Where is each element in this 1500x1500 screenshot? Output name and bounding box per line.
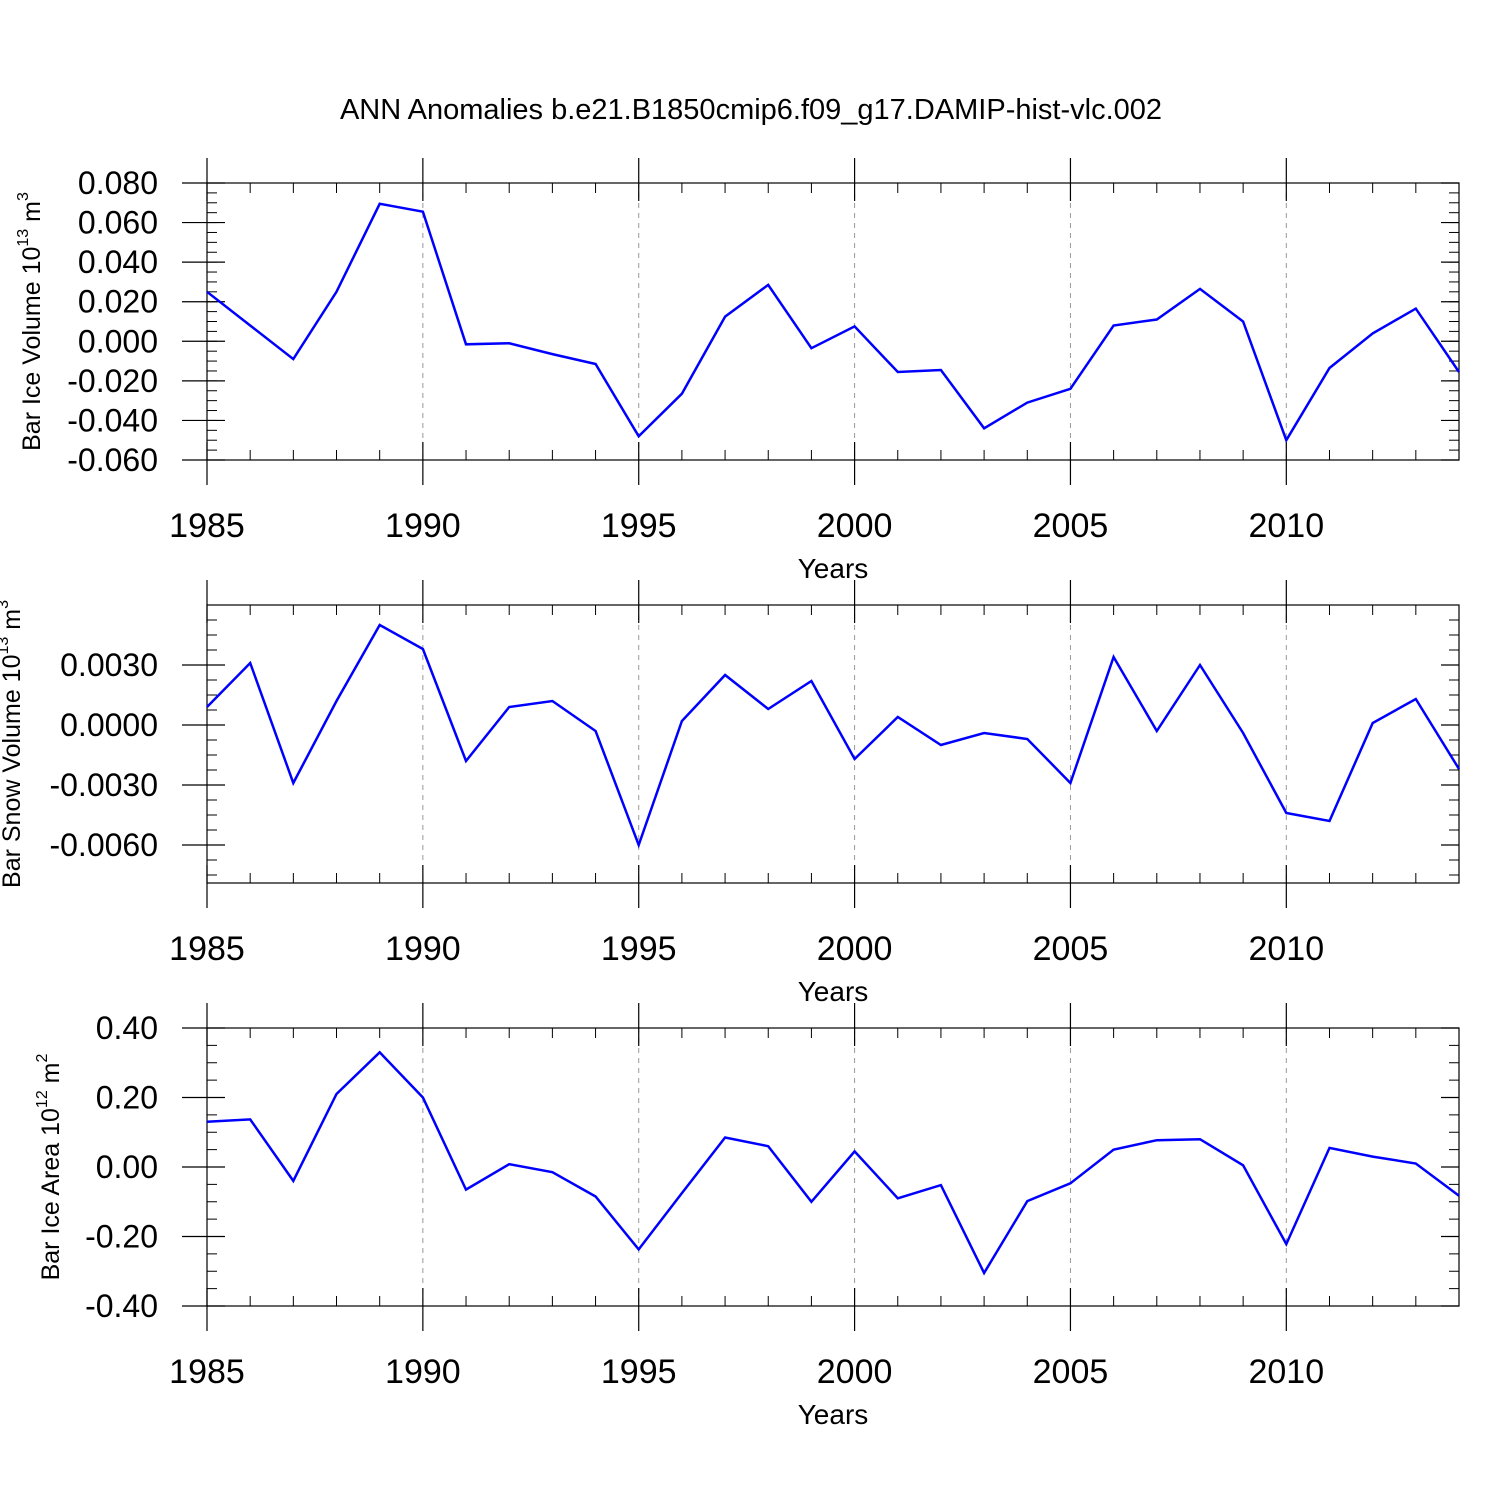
y-tick-label: -0.0030: [49, 767, 158, 803]
y-axis-label: Bar Ice Area 1012 m2: [34, 1054, 65, 1281]
x-tick-label: 2010: [1248, 507, 1324, 545]
y-axis-label-exponent: 13: [15, 229, 32, 247]
x-tick-label: 2005: [1033, 1353, 1109, 1391]
y-axis-label-unit-exponent: 2: [34, 1054, 51, 1063]
y-tick-label: -0.060: [67, 442, 158, 478]
x-axis-label: Years: [798, 976, 869, 1007]
x-tick-label: 1990: [385, 1353, 461, 1391]
chart-title: ANN Anomalies b.e21.B1850cmip6.f09_g17.D…: [340, 94, 1162, 126]
y-axis-label: Bar Ice Volume 1013 m3: [15, 192, 46, 451]
x-tick-label: 1985: [169, 1353, 245, 1391]
x-axis-label: Years: [798, 553, 869, 584]
x-tick-label: 2010: [1248, 930, 1324, 968]
x-tick-label: 1990: [385, 930, 461, 968]
y-tick-label: 0.040: [78, 244, 158, 280]
y-axis-label-main: Bar Ice Volume 10: [18, 247, 46, 451]
y-axis-label: Bar Snow Volume 1013 m3: [0, 600, 26, 888]
x-tick-label: 2005: [1033, 507, 1109, 545]
x-tick-label: 1985: [169, 930, 245, 968]
y-axis-label-exponent: 13: [0, 637, 12, 655]
y-tick-label: 0.20: [96, 1080, 158, 1116]
y-tick-label: 0.060: [78, 205, 158, 241]
y-tick-label: 0.40: [96, 1010, 158, 1046]
x-tick-label: 2000: [817, 1353, 893, 1391]
y-tick-label: -0.0060: [49, 827, 158, 863]
y-tick-label: 0.00: [96, 1149, 158, 1185]
x-tick-label: 1995: [601, 1353, 677, 1391]
panel-1: 1985 1990 1995 2000 2005 2010 -0.060 -0.040-0.0…: [15, 158, 1461, 584]
plot-frame: [206, 604, 1460, 884]
x-tick-label: 2005: [1033, 930, 1109, 968]
x-tick-label: 1995: [601, 930, 677, 968]
panel-3: 1985 1990 1995 2000 2005 2010 -0.40 -0.20 0.00 0.…: [34, 1003, 1460, 1430]
x-tick-label: 1995: [601, 507, 677, 545]
y-axis-label-main: Bar Snow Volume 10: [0, 655, 26, 888]
y-axis-label-unit: m: [37, 1063, 65, 1091]
y-axis-label-unit-exponent: 3: [0, 600, 12, 609]
x-tick-label: 1990: [385, 507, 461, 545]
series-line: [206, 1050, 1460, 1276]
y-axis-label-unit-exponent: 3: [15, 192, 32, 201]
series-line: [206, 202, 1461, 444]
y-tick-label: 0.0000: [60, 707, 158, 743]
y-tick-label: 0.020: [78, 284, 158, 320]
y-tick-label: -0.020: [67, 363, 158, 399]
y-tick-label: -0.040: [67, 402, 158, 438]
y-tick-label: 0.0030: [60, 647, 158, 683]
x-tick-label: 2000: [817, 507, 893, 545]
y-tick-label: 0.000: [78, 323, 158, 359]
y-axis-label-main: Bar Ice Area 10: [37, 1108, 65, 1280]
x-tick-label: 2010: [1248, 1353, 1324, 1391]
x-axis-label: Years: [798, 1399, 869, 1430]
y-tick-label: -0.40: [85, 1288, 158, 1324]
x-tick-label: 2000: [817, 930, 893, 968]
series-line: [206, 623, 1461, 849]
y-tick-label: -0.20: [85, 1219, 158, 1255]
y-axis-label-unit: m: [0, 609, 26, 637]
plot-frame: [206, 182, 1460, 461]
y-axis-label-unit: m: [18, 201, 46, 229]
y-tick-label: 0.080: [78, 165, 158, 201]
x-tick-label: 1985: [169, 507, 245, 545]
panel-2: 1985 1990 1995 2000 2005 2010 -0.0060 -0.0030 0.…: [0, 580, 1461, 1007]
y-axis-label-exponent: 12: [34, 1090, 51, 1108]
